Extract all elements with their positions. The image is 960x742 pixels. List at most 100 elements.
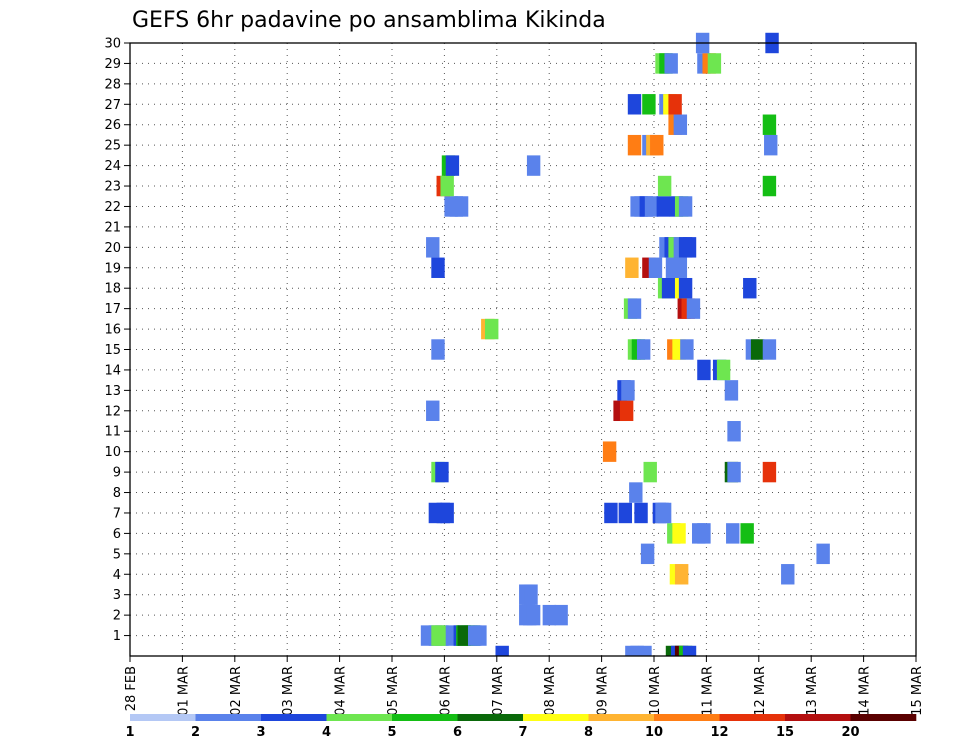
colorbar: 2 3 4 5 6 7 8 10 12 15 20 1: [125, 714, 917, 740]
heatmap-cell: [485, 318, 499, 340]
heatmap-cell: [440, 502, 454, 524]
y-tick-label: 24: [104, 159, 121, 174]
heatmap-cell: [726, 523, 740, 544]
heatmap-cell: [524, 584, 538, 605]
x-tick-label: 11 MAR: [700, 666, 715, 716]
chart-title: GEFS 6hr padavine po ansamblima Kikinda: [132, 8, 606, 33]
y-tick-label: 25: [104, 139, 121, 154]
y-tick-label: 23: [104, 180, 121, 195]
grid-lines: [130, 42, 916, 656]
heatmap-cell: [648, 257, 663, 278]
y-tick-label: 18: [104, 282, 121, 297]
x-tick-label: 06 MAR: [438, 666, 453, 716]
heatmap-cell: [526, 155, 541, 176]
heatmap-cell: [664, 53, 678, 74]
y-tick-label: 6: [113, 527, 121, 542]
heatmap-cell: [750, 339, 765, 360]
y-tick-label: 7: [113, 506, 121, 521]
heatmap-cell: [678, 196, 693, 217]
heatmap-cell: [643, 461, 657, 483]
heatmap-cell: [629, 482, 643, 503]
heatmap-cell: [682, 645, 697, 656]
heatmap-cell: [762, 461, 777, 483]
x-tick-label: 04 MAR: [334, 666, 349, 716]
x-tick-label: 02 MAR: [229, 666, 244, 716]
heatmap-cell: [619, 400, 634, 422]
colorbar-segment: [326, 714, 393, 721]
heatmap-cell: [673, 114, 688, 135]
heatmap-cell: [426, 237, 440, 258]
colorbar-label: 3: [256, 725, 265, 740]
colorbar-segment: [785, 714, 851, 721]
x-tick-label: 07 MAR: [491, 666, 506, 716]
heatmap-cell: [640, 543, 655, 565]
x-tick-label: 08 MAR: [543, 666, 558, 716]
heatmap-cell: [727, 461, 741, 483]
y-tick-label: 20: [104, 241, 121, 256]
heatmap-cell: [435, 461, 449, 483]
heatmap-cell: [542, 604, 557, 626]
y-tick-label: 4: [113, 568, 121, 583]
heatmap-cells: [420, 32, 830, 656]
x-tick-label: 03 MAR: [281, 666, 296, 716]
x-tick-label: 09 MAR: [596, 666, 611, 716]
heatmap-cell: [618, 502, 633, 524]
colorbar-segment: [457, 714, 524, 721]
heatmap-cell: [682, 237, 697, 258]
y-tick-label: 5: [113, 547, 121, 562]
x-tick-label: 15 MAR: [910, 666, 925, 716]
plot-frame: [129, 42, 917, 657]
x-tick-label: 13 MAR: [805, 666, 820, 716]
heatmap-cell: [697, 359, 711, 381]
y-tick-label: 3: [113, 588, 121, 603]
heatmap-cell: [672, 523, 686, 544]
y-axis-ticks: 1234567891011121314151617181920212223242…: [104, 37, 130, 644]
heatmap-cell: [627, 94, 642, 115]
y-tick-label: 17: [104, 302, 121, 317]
heatmap-cell: [686, 298, 701, 319]
heatmap-cell: [431, 339, 445, 360]
colorbar-label: 2: [191, 725, 200, 740]
heatmap-cell: [680, 339, 694, 360]
heatmap-cell: [630, 645, 644, 656]
y-tick-label: 19: [104, 261, 121, 276]
heatmap-cell: [625, 257, 639, 278]
colorbar-segment: [654, 714, 720, 721]
heatmap-cell: [727, 421, 741, 442]
heatmap-cell: [634, 502, 648, 524]
colorbar-segment: [392, 714, 458, 721]
heatmap-cell: [627, 134, 642, 156]
heatmap-cell: [762, 114, 777, 135]
colorbar-label: 6: [453, 725, 462, 740]
colorbar-label: 15: [776, 725, 794, 740]
heatmap-cell: [636, 339, 651, 360]
x-tick-label: 05 MAR: [386, 666, 401, 716]
y-tick-label: 10: [104, 445, 121, 460]
heatmap-cell: [554, 604, 568, 626]
colorbar-label: 10: [645, 725, 663, 740]
heatmap-cell: [431, 257, 445, 278]
heatmap-cell: [426, 400, 440, 422]
heatmap-cell: [642, 94, 656, 115]
y-tick-label: 27: [104, 98, 121, 113]
heatmap-cell: [743, 277, 757, 299]
heatmap-cell: [674, 564, 689, 585]
heatmap-cell: [678, 277, 693, 299]
y-tick-label: 9: [113, 466, 121, 481]
y-tick-label: 16: [104, 323, 121, 338]
y-tick-label: 8: [113, 486, 121, 501]
y-tick-label: 1: [113, 629, 121, 644]
colorbar-label: 12: [710, 725, 728, 740]
y-tick-label: 22: [104, 200, 121, 215]
colorbar-segment: [719, 714, 786, 721]
x-tick-label: 10 MAR: [648, 666, 663, 716]
heatmap-cell: [602, 441, 617, 462]
y-tick-label: 29: [104, 57, 121, 72]
colorbar-label: 7: [518, 725, 527, 740]
colorbar-label: 20: [841, 725, 859, 740]
heatmap-cell: [644, 196, 659, 217]
heatmap-cell: [781, 564, 795, 585]
heatmap-cell: [764, 134, 778, 156]
x-tick-label: 12 MAR: [753, 666, 768, 716]
